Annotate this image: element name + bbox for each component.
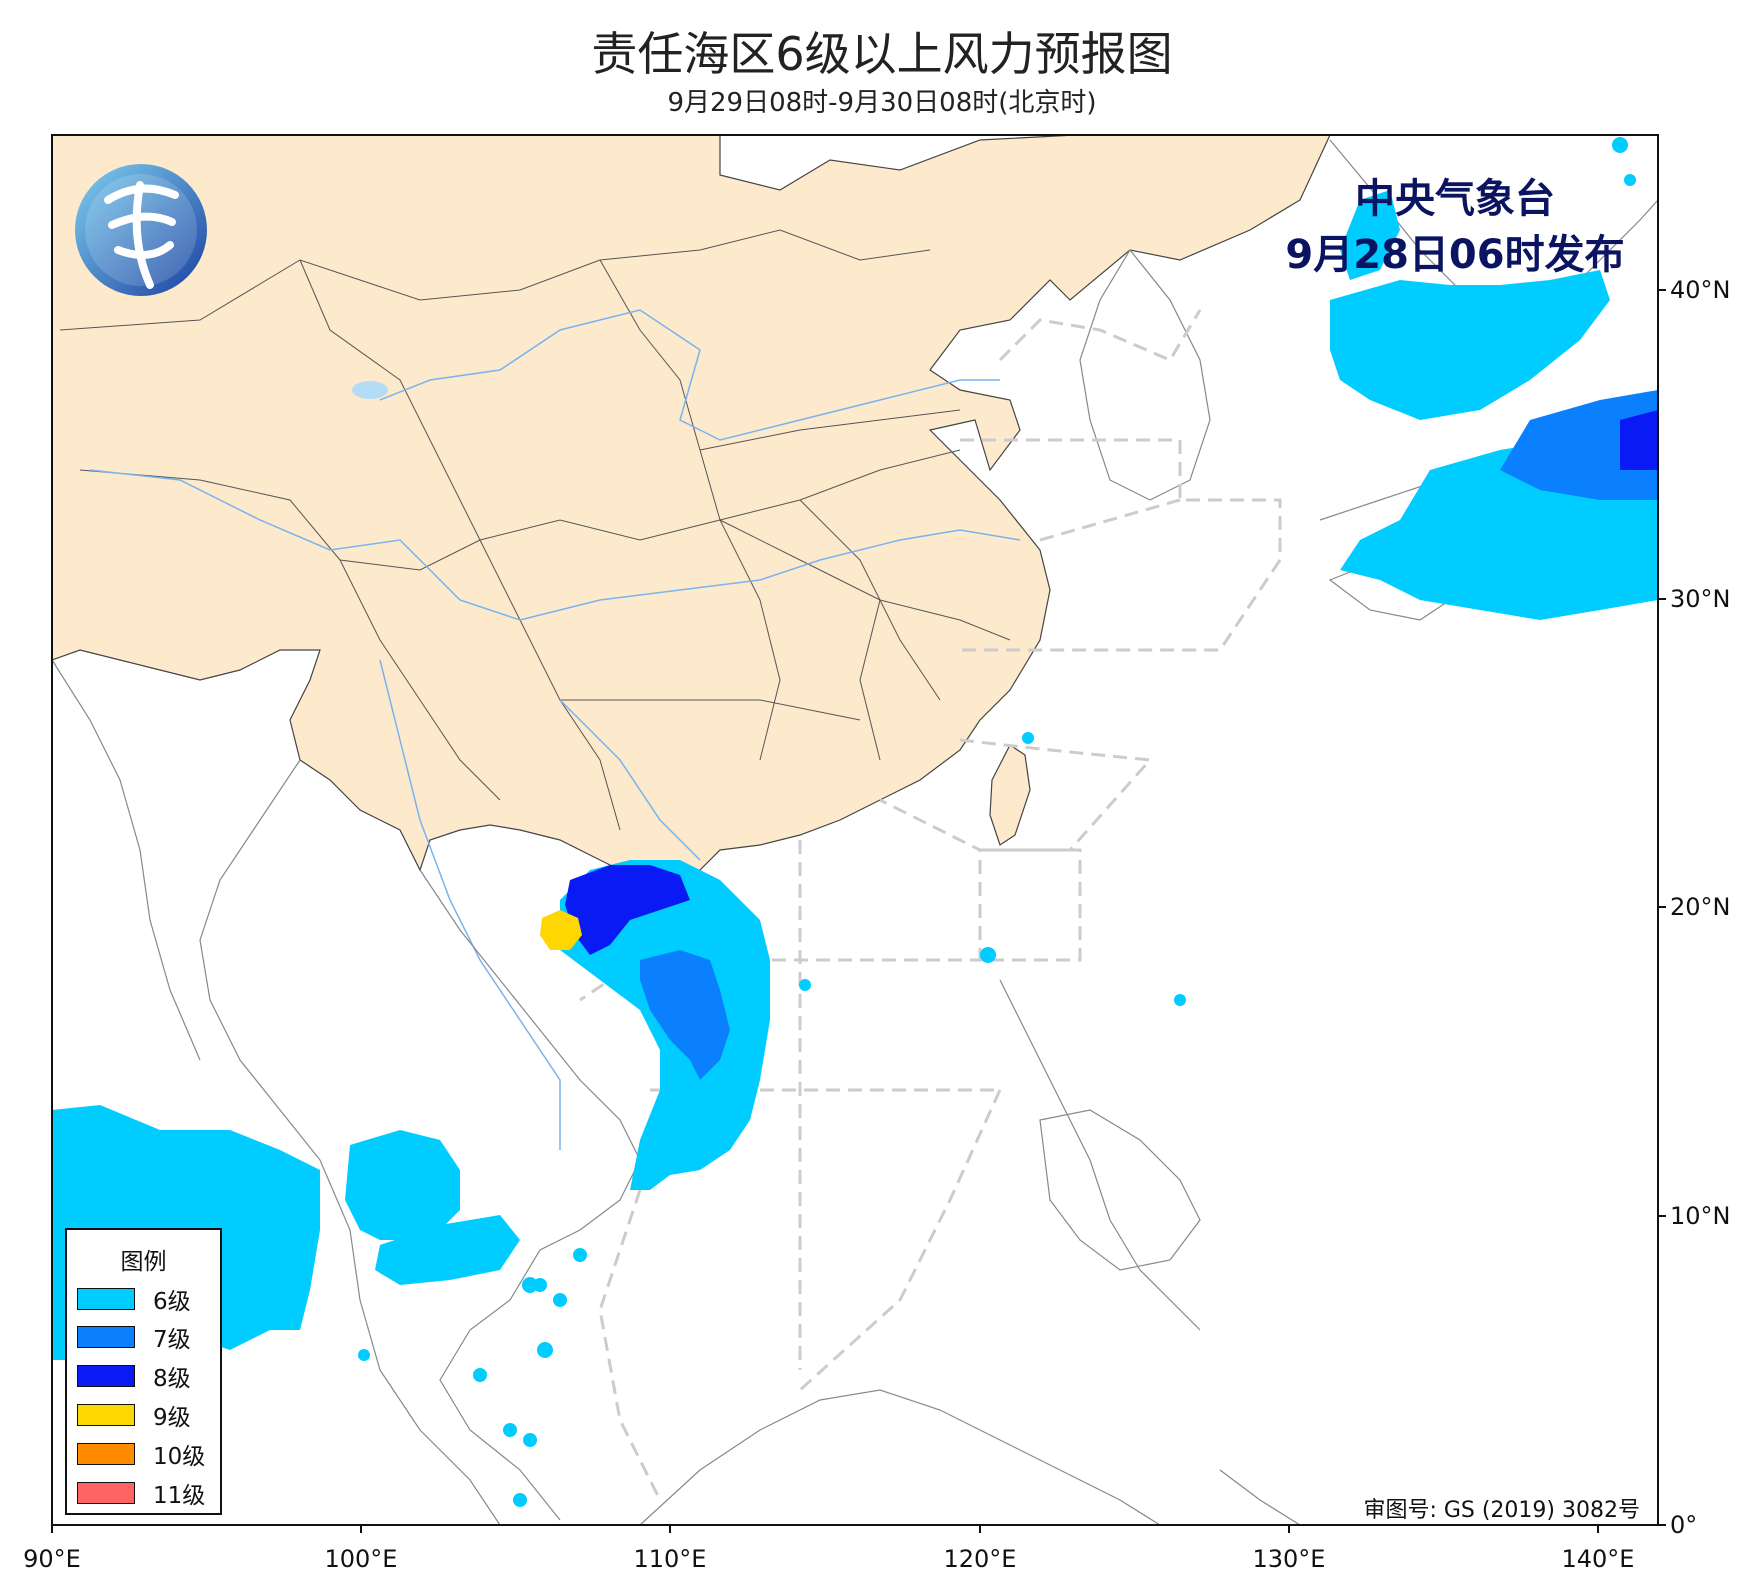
legend: 图例 6级 7级 8级 9级 10级 11级	[65, 1228, 222, 1515]
qinghai-lake	[352, 381, 388, 399]
legend-item-level-10: 10级	[77, 1441, 205, 1470]
cma-logo-icon	[75, 164, 207, 296]
lat-label-10: 10°N	[1670, 1202, 1731, 1230]
china-land	[52, 135, 1331, 881]
lat-label-30: 30°N	[1670, 585, 1731, 613]
lon-label-120: 120°E	[944, 1545, 1017, 1573]
issue-time: 9月28日06时发布	[1285, 232, 1624, 278]
map-title: 责任海区6级以上风力预报图	[591, 27, 1173, 81]
lat-label-40: 40°N	[1670, 276, 1731, 304]
legend-swatch-7	[77, 1326, 135, 1348]
legend-label-9: 9级	[153, 1405, 191, 1431]
legend-swatch-8	[77, 1365, 135, 1387]
longitude-ticks	[51, 1525, 1599, 1533]
issuer-name: 中央气象台	[1355, 176, 1555, 222]
legend-label-10: 10级	[153, 1444, 206, 1470]
legend-label-11: 11级	[153, 1483, 206, 1509]
legend-label-8: 8级	[153, 1366, 191, 1392]
legend-swatch-6	[77, 1288, 135, 1310]
legend-swatch-9	[77, 1404, 135, 1426]
legend-item-level-7: 7级	[77, 1324, 191, 1353]
legend-swatch-11	[77, 1482, 135, 1504]
lat-label-20: 20°N	[1670, 893, 1731, 921]
legend-item-level-8: 8级	[77, 1363, 191, 1392]
taiwan-island	[989, 744, 1031, 846]
lon-label-130: 130°E	[1253, 1545, 1326, 1573]
lon-label-110: 110°E	[634, 1545, 707, 1573]
legend-label-7: 7级	[153, 1327, 191, 1353]
map-subtitle: 9月29日08时-9月30日08时(北京时)	[667, 88, 1097, 118]
wind-level-7-areas	[640, 390, 1658, 1080]
legend-label-6: 6级	[153, 1289, 191, 1315]
lon-label-100: 100°E	[325, 1545, 398, 1573]
legend-item-level-6: 6级	[77, 1286, 191, 1315]
legend-item-level-11: 11级	[77, 1480, 205, 1509]
rivers	[89, 309, 1021, 1150]
lon-label-90: 90°E	[23, 1545, 81, 1573]
legend-title: 图例	[120, 1249, 167, 1275]
legend-swatch-10	[77, 1443, 135, 1465]
wind-level-8-areas	[565, 410, 1658, 955]
lat-label-0: 0°	[1670, 1511, 1697, 1539]
province-boundaries	[59, 229, 1011, 831]
latitude-ticks	[1658, 289, 1666, 1526]
legend-item-level-9: 9级	[77, 1402, 191, 1431]
lon-label-140: 140°E	[1562, 1545, 1635, 1573]
wind-level-9-areas	[540, 910, 582, 950]
map-frame	[51, 134, 1659, 1526]
approval-number: 审图号: GS (2019) 3082号	[1363, 1498, 1640, 1523]
